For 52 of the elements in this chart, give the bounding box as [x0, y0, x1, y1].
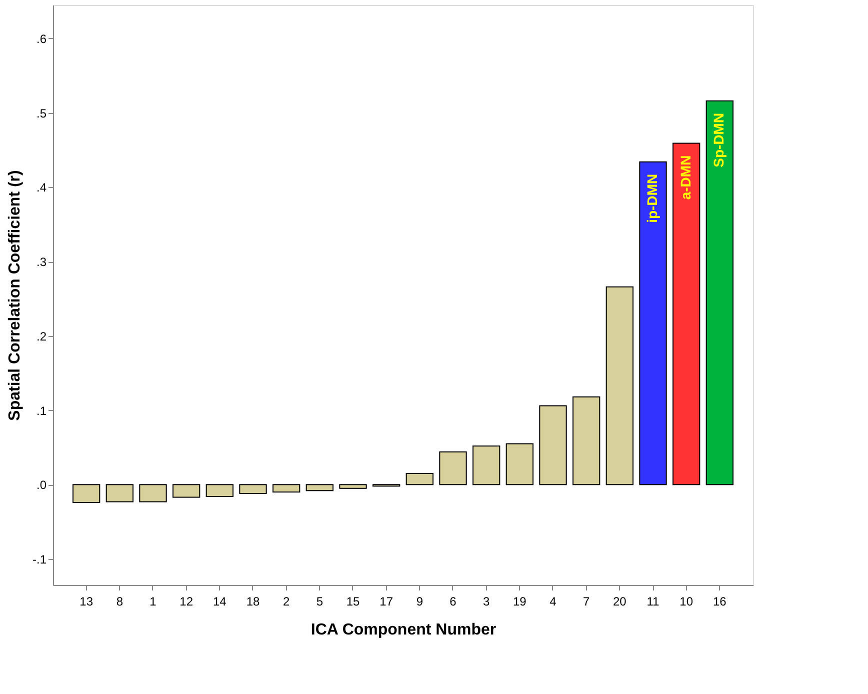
x-tick-label: 13 — [80, 594, 94, 608]
x-tick-label: 16 — [712, 594, 727, 608]
bar — [506, 443, 534, 486]
bar — [706, 100, 734, 486]
y-tick-label: .5 — [36, 106, 47, 120]
y-tick-label: .2 — [36, 329, 47, 344]
x-tick-label: 8 — [116, 594, 124, 608]
x-tick-label: 17 — [380, 594, 394, 608]
bar — [406, 472, 434, 486]
bar — [139, 484, 167, 502]
bar — [239, 484, 267, 494]
bar — [172, 484, 200, 498]
x-tick-label: 9 — [416, 594, 424, 608]
x-tick-label: 4 — [550, 594, 557, 608]
x-axis-title: ICA Component Number — [310, 622, 496, 638]
y-tick-label: .1 — [36, 404, 47, 418]
y-tick-label: .0 — [36, 478, 47, 492]
x-tick-label: 1 — [150, 594, 157, 608]
x-tick-label: 20 — [612, 594, 627, 608]
x-tick-label: 2 — [282, 594, 290, 608]
x-tick-label: 18 — [246, 594, 260, 608]
annotation: ip-DMN — [644, 174, 660, 223]
bar — [306, 484, 334, 492]
annotation: a-DMN — [677, 155, 694, 200]
annotation: Sp-DMN — [710, 112, 727, 168]
bar — [472, 445, 500, 486]
y-axis-title: Spatial Correlation Coefficient (r) — [6, 170, 24, 421]
x-tick-label: 11 — [646, 594, 660, 608]
bar — [572, 396, 600, 486]
x-tick-label: 12 — [180, 594, 194, 608]
bar — [339, 484, 367, 489]
bar — [72, 484, 100, 503]
bar — [439, 451, 467, 486]
y-tick-label: .3 — [36, 255, 47, 270]
y-tick-label: .4 — [36, 180, 47, 195]
bar — [639, 161, 667, 486]
x-tick-label: 7 — [582, 594, 590, 608]
x-tick-label: 19 — [512, 594, 527, 608]
x-tick-label: 6 — [450, 594, 457, 608]
y-tick-label: -.1 — [32, 552, 47, 566]
bar — [272, 484, 300, 493]
x-tick-label: 14 — [212, 594, 227, 608]
bar — [206, 484, 234, 498]
x-tick-label: 3 — [482, 594, 490, 608]
x-tick-label: 10 — [680, 594, 694, 608]
x-tick-label: 5 — [316, 594, 324, 608]
bar — [539, 405, 567, 486]
x-tick-label: 15 — [346, 594, 360, 608]
bar — [106, 484, 134, 502]
bar — [672, 142, 700, 486]
bar — [606, 286, 634, 486]
y-tick-label: .6 — [36, 32, 47, 46]
